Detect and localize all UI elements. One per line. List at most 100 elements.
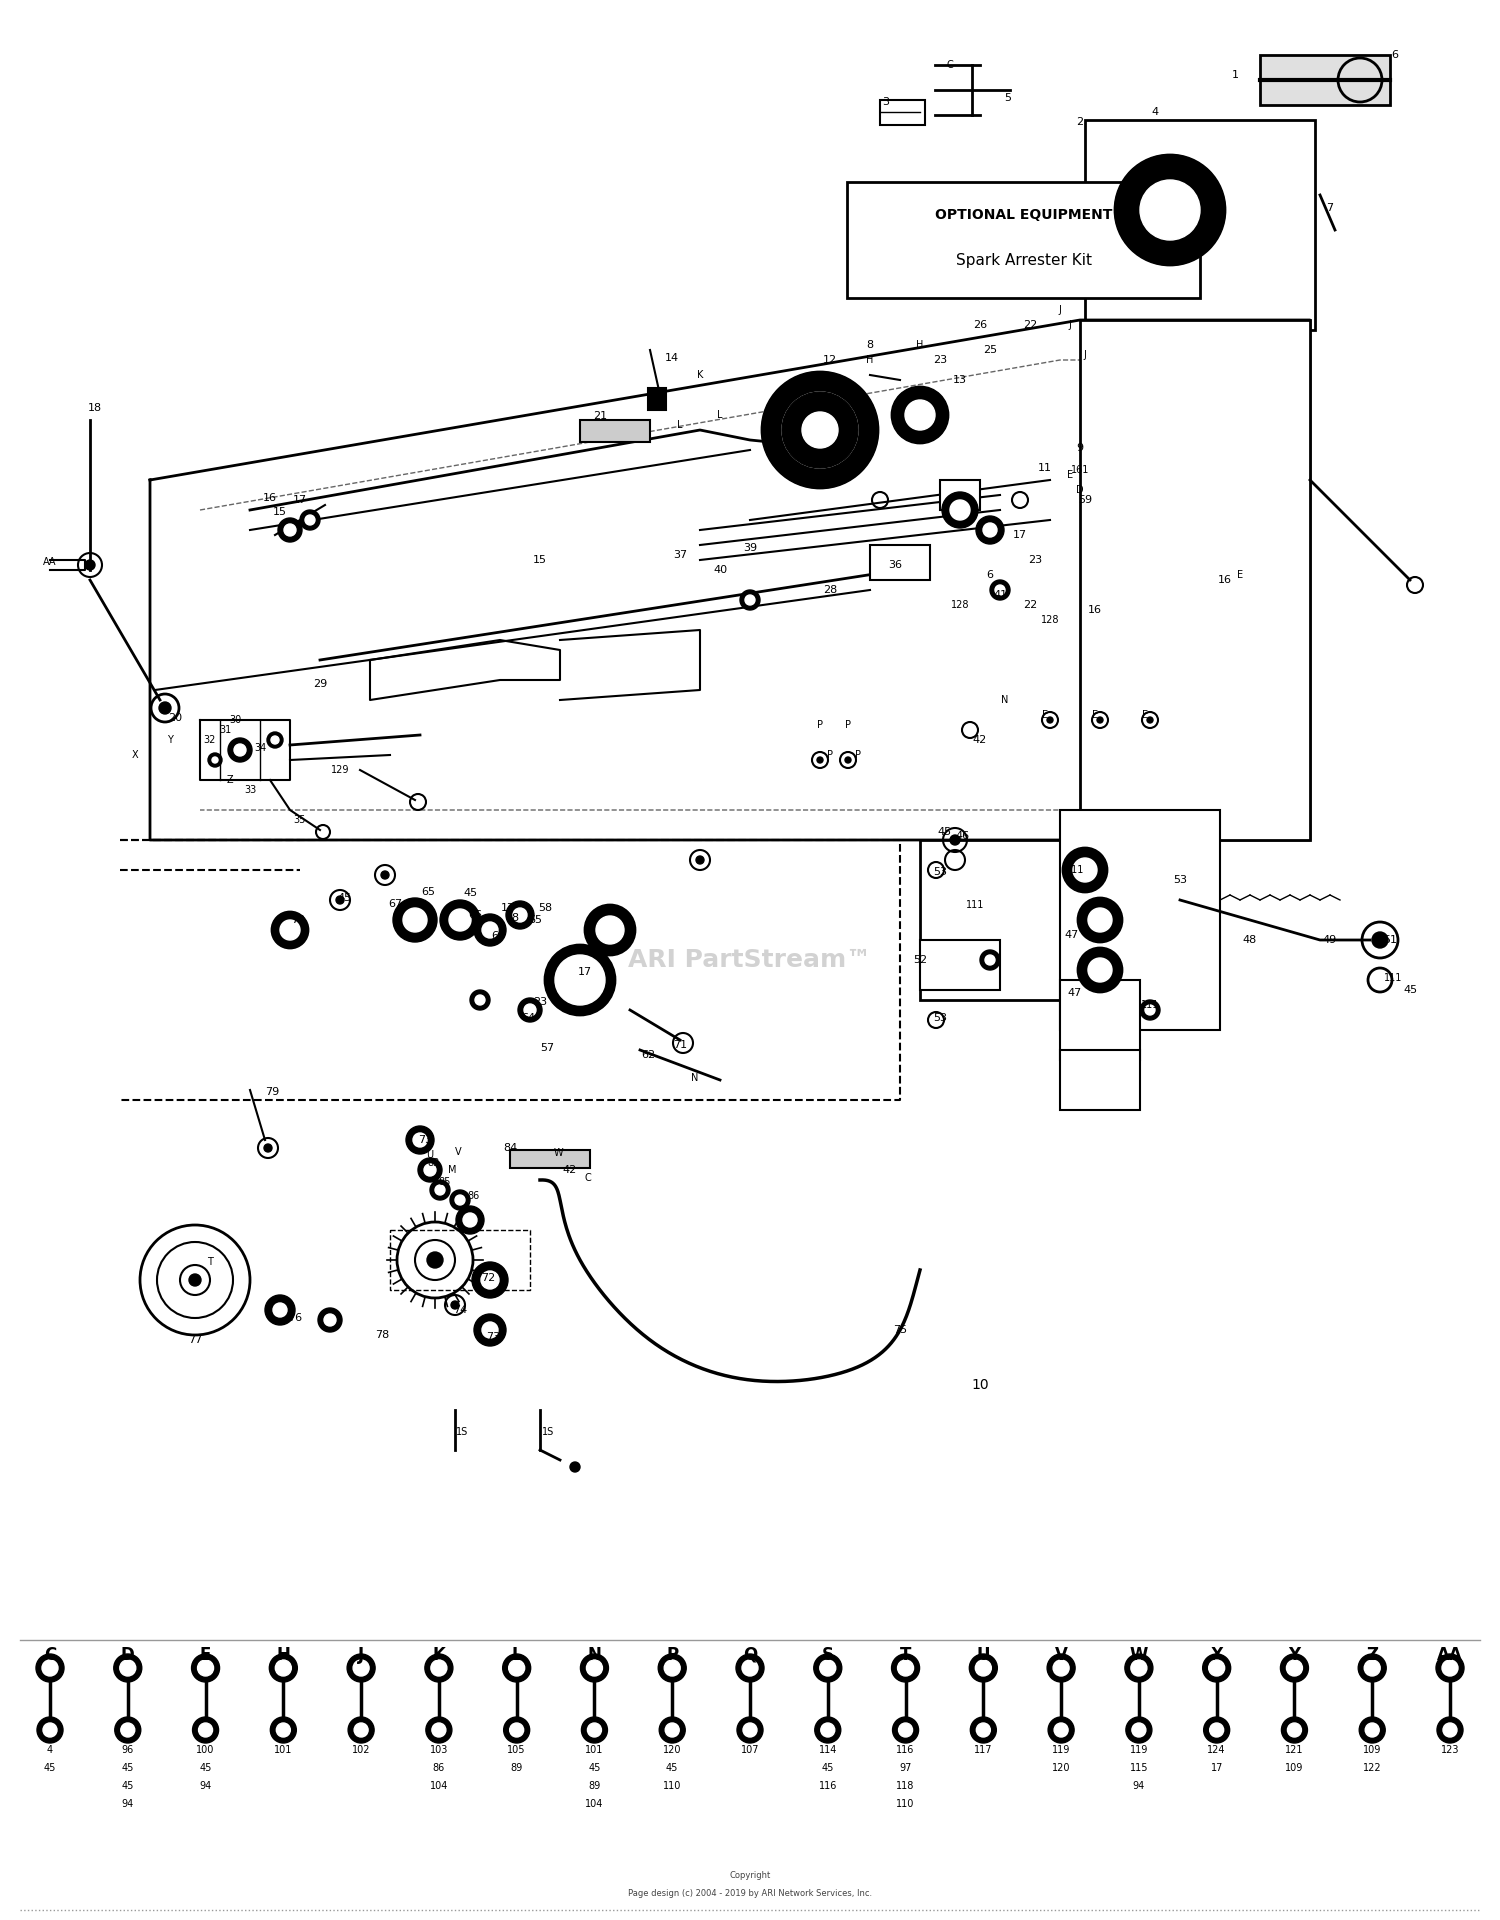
- Text: 128: 128: [1041, 614, 1059, 626]
- Text: W: W: [1130, 1645, 1148, 1665]
- Circle shape: [986, 954, 994, 966]
- Circle shape: [114, 1653, 142, 1682]
- Text: 28: 28: [824, 586, 837, 595]
- Circle shape: [1442, 1661, 1458, 1676]
- Text: 23: 23: [933, 355, 946, 365]
- Text: 39: 39: [742, 543, 758, 553]
- Circle shape: [116, 1716, 141, 1743]
- Text: 86: 86: [433, 1763, 445, 1772]
- Circle shape: [424, 1164, 436, 1175]
- Text: 47: 47: [1068, 989, 1082, 998]
- Text: 12: 12: [824, 355, 837, 365]
- Circle shape: [740, 589, 760, 611]
- Circle shape: [454, 1194, 465, 1206]
- Text: 116: 116: [897, 1745, 915, 1755]
- Text: P: P: [855, 751, 861, 760]
- Text: 109: 109: [1286, 1763, 1304, 1772]
- Text: 100: 100: [196, 1745, 214, 1755]
- Text: 115: 115: [1130, 1763, 1148, 1772]
- Text: 97: 97: [900, 1763, 912, 1772]
- Circle shape: [1359, 1716, 1384, 1743]
- Bar: [847, 182, 1200, 298]
- Text: 1S: 1S: [542, 1427, 554, 1436]
- Text: 10: 10: [970, 1379, 988, 1392]
- Circle shape: [435, 1185, 445, 1194]
- Text: 89: 89: [588, 1782, 600, 1791]
- Circle shape: [1281, 1716, 1308, 1743]
- Circle shape: [228, 737, 252, 762]
- Circle shape: [38, 1716, 63, 1743]
- Text: 85: 85: [440, 1177, 452, 1187]
- Circle shape: [1088, 908, 1112, 931]
- Text: T: T: [207, 1258, 213, 1267]
- Circle shape: [419, 1158, 442, 1183]
- Circle shape: [1114, 156, 1226, 265]
- Text: Y: Y: [1288, 1645, 1300, 1665]
- Circle shape: [568, 968, 592, 993]
- Text: 96: 96: [122, 1745, 134, 1755]
- Circle shape: [950, 499, 970, 520]
- Text: L: L: [717, 411, 723, 420]
- Circle shape: [404, 908, 427, 931]
- Circle shape: [300, 511, 320, 530]
- Circle shape: [658, 1716, 686, 1743]
- Text: 67: 67: [388, 899, 402, 908]
- Circle shape: [976, 516, 1004, 543]
- Circle shape: [42, 1661, 58, 1676]
- Circle shape: [276, 1661, 291, 1676]
- Circle shape: [1209, 1661, 1224, 1676]
- Text: 45: 45: [1402, 985, 1417, 995]
- Circle shape: [892, 1716, 918, 1743]
- Text: 117: 117: [974, 1745, 993, 1755]
- Circle shape: [36, 1653, 64, 1682]
- Text: 45: 45: [588, 1763, 600, 1772]
- Text: 26: 26: [974, 321, 987, 330]
- Text: 17: 17: [292, 495, 308, 505]
- Circle shape: [122, 1722, 135, 1738]
- Text: 94: 94: [1132, 1782, 1144, 1791]
- Text: 21: 21: [592, 411, 608, 420]
- Text: 76: 76: [288, 1313, 302, 1323]
- Circle shape: [476, 995, 484, 1004]
- Text: 53: 53: [933, 1014, 946, 1023]
- Text: 45: 45: [464, 887, 477, 899]
- Text: 35: 35: [294, 814, 306, 826]
- Text: 111: 111: [966, 900, 984, 910]
- Text: V: V: [454, 1146, 462, 1158]
- Text: 66: 66: [468, 910, 482, 920]
- Text: 18: 18: [88, 403, 102, 413]
- Text: 11: 11: [1038, 463, 1052, 472]
- Text: 8: 8: [867, 340, 873, 349]
- Text: 5: 5: [1005, 92, 1011, 104]
- Text: 110: 110: [663, 1782, 681, 1791]
- Circle shape: [558, 958, 602, 1002]
- Circle shape: [393, 899, 436, 943]
- Text: E: E: [1092, 710, 1098, 720]
- Circle shape: [815, 1716, 842, 1743]
- Text: 45: 45: [200, 1763, 211, 1772]
- Text: 64: 64: [520, 1014, 536, 1023]
- Circle shape: [1064, 849, 1107, 893]
- Circle shape: [198, 1661, 213, 1676]
- Text: 111: 111: [1142, 1000, 1160, 1010]
- Text: 83: 83: [427, 1158, 439, 1167]
- Text: 78: 78: [375, 1331, 388, 1340]
- Circle shape: [1364, 1661, 1380, 1676]
- Circle shape: [742, 1722, 758, 1738]
- Text: 94: 94: [200, 1782, 211, 1791]
- Circle shape: [524, 1004, 536, 1016]
- Circle shape: [990, 580, 1010, 599]
- Text: N: N: [1002, 695, 1008, 705]
- Bar: [920, 841, 1120, 1000]
- Text: 122: 122: [1364, 1763, 1382, 1772]
- Text: 23: 23: [532, 996, 548, 1006]
- Bar: [870, 545, 930, 580]
- Circle shape: [994, 586, 1005, 595]
- Text: 101: 101: [274, 1745, 292, 1755]
- Text: 33: 33: [244, 785, 256, 795]
- Text: 7: 7: [1326, 204, 1334, 213]
- Text: Z: Z: [1366, 1645, 1378, 1665]
- Circle shape: [304, 515, 315, 524]
- Circle shape: [1365, 1722, 1378, 1738]
- Text: 104: 104: [585, 1799, 603, 1809]
